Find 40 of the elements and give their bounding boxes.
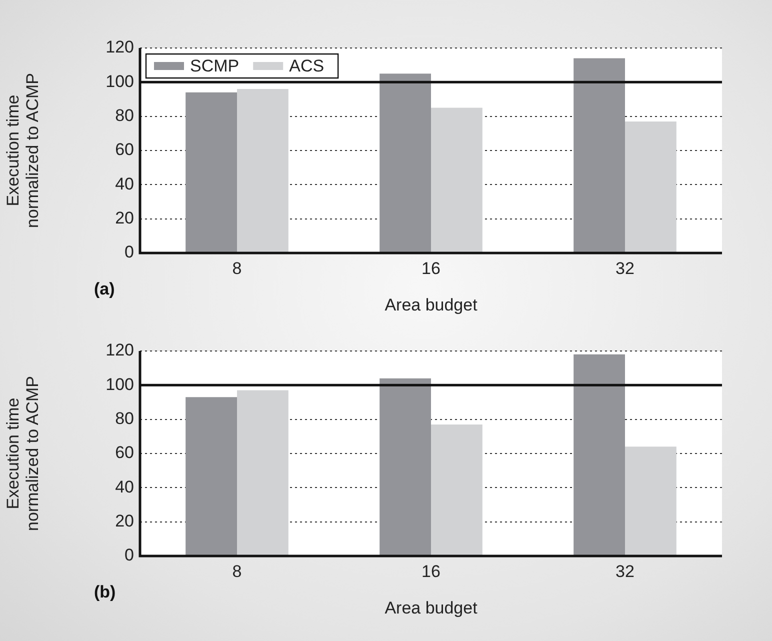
- y-tick-label: 0: [124, 546, 134, 565]
- x-axis-title: Area budget: [384, 295, 478, 314]
- text: (b): [94, 582, 116, 602]
- bar: [237, 89, 288, 252]
- y-axis-title: Execution time normalized to ACMP: [3, 73, 42, 228]
- legend-label: ACS: [289, 56, 324, 76]
- y-tick-label: 120: [106, 38, 134, 57]
- bar: [431, 108, 482, 252]
- bar: [237, 390, 288, 556]
- x-tick-label: 8: [232, 258, 242, 278]
- bar: [574, 354, 625, 556]
- x-tick-label: 32: [616, 562, 634, 581]
- y-tick-label: 20: [115, 208, 134, 228]
- x-axis-title: Area budget: [384, 598, 478, 618]
- bar: [431, 424, 482, 556]
- x-tick-label: 16: [422, 258, 440, 278]
- y-tick-label: 80: [115, 106, 134, 126]
- text: (a): [94, 280, 115, 299]
- bar: [186, 397, 237, 556]
- x-tick-label: 8: [232, 562, 242, 581]
- y-tick-label: 40: [115, 174, 134, 194]
- bar: [625, 446, 676, 556]
- y-tick-label: 80: [115, 409, 134, 428]
- bar: [380, 378, 431, 556]
- y-tick-label: 20: [115, 512, 134, 531]
- x-tick-label: 16: [422, 562, 440, 581]
- y-tick-label: 120: [106, 340, 134, 360]
- y-tick-label: 40: [115, 477, 134, 496]
- y-tick-label: 100: [106, 374, 134, 394]
- y-axis-title: Execution time normalized to ACMP: [3, 376, 42, 531]
- y-tick-label: 100: [106, 72, 134, 91]
- y-tick-label: 60: [115, 140, 134, 160]
- bar: [380, 74, 431, 252]
- y-tick-label: 0: [124, 242, 134, 262]
- y-tick-label: 60: [115, 443, 134, 462]
- bar: [186, 92, 237, 252]
- bar: [625, 121, 676, 252]
- x-tick-label: 32: [616, 258, 634, 278]
- bar: [574, 58, 625, 252]
- legend-label: SCMP: [190, 56, 240, 76]
